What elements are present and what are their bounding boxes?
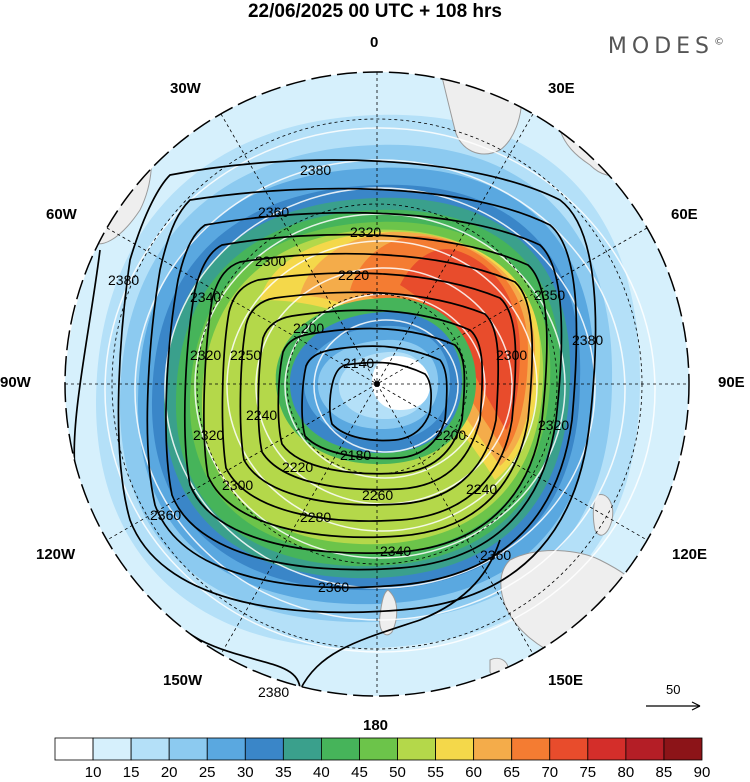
contour-labels: 2380 2360 2320 2300 2220 2200 2140 2250 … <box>108 162 603 700</box>
contour-label: 2220 <box>338 267 369 283</box>
colorbar-swatch <box>625 737 665 761</box>
colorbar-swatch <box>282 737 322 761</box>
lon-label-30e: 30E <box>548 80 575 97</box>
contour-label: 2340 <box>380 543 411 559</box>
colorbar-tick-label: 70 <box>541 764 559 781</box>
colorbar-tick-label: 85 <box>655 764 673 781</box>
contour-label: 2250 <box>230 347 261 363</box>
colorbar-swatch <box>130 737 170 761</box>
contour-label: 2360 <box>258 204 289 220</box>
brand-text: MODES <box>607 34 714 59</box>
contour-label: 2260 <box>362 487 393 503</box>
contour-label: 2380 <box>300 162 331 178</box>
wind-streamlines <box>104 127 656 653</box>
colorbar-tick-label: 30 <box>236 764 254 781</box>
copyright-mark: © <box>714 36 724 48</box>
contour-label: 2360 <box>480 547 511 563</box>
contour-label: 2360 <box>318 579 349 595</box>
lon-label-120e: 120E <box>672 546 708 563</box>
contour-label: 2240 <box>466 481 497 497</box>
contour-label: 2380 <box>258 684 289 700</box>
contour-label: 2340 <box>190 289 221 305</box>
contour-label: 2200 <box>435 427 466 443</box>
colorbar-tick-label: 10 <box>84 764 102 781</box>
lon-label-180: 180 <box>363 717 389 734</box>
lon-label-150w: 150W <box>163 672 203 689</box>
contour-label: 2140 <box>343 355 374 371</box>
colorbar-tick-label: 60 <box>465 764 482 781</box>
colorbar-swatch <box>168 737 208 761</box>
reference-vector-arrowhead <box>691 701 701 711</box>
colorbar-swatch <box>511 737 551 761</box>
lon-label-90e: 90E <box>718 374 745 391</box>
colorbar-tick-label: 15 <box>122 764 140 781</box>
lon-label-90w: 90W <box>0 374 31 391</box>
colorbar-swatch <box>587 737 627 761</box>
contour-label: 2200 <box>293 320 324 336</box>
filled-speed-bands <box>65 72 689 696</box>
reference-vector: 50 <box>646 682 701 711</box>
contour-label: 2320 <box>193 427 224 443</box>
lon-label-0: 0 <box>370 34 379 51</box>
lon-label-30w: 30W <box>170 80 201 97</box>
contour-label: 2380 <box>108 272 139 288</box>
lon-label-120w: 120W <box>36 546 76 563</box>
reference-vector-label: 50 <box>666 682 680 697</box>
map-title: 22/06/2025 00 UTC + 108 hrs <box>247 1 503 22</box>
colorbar-swatch <box>244 737 284 761</box>
contour-label: 2320 <box>350 224 381 240</box>
contour-label: 2240 <box>246 407 277 423</box>
colorbar-tick-label: 50 <box>389 764 406 781</box>
height-contours <box>73 159 597 691</box>
colorbar-tick-label: 80 <box>617 764 635 781</box>
colorbar-swatch <box>473 737 513 761</box>
contour-label: 2300 <box>496 347 527 363</box>
contour-label: 2300 <box>222 477 253 493</box>
colorbar-swatch <box>549 737 589 761</box>
colorbar-tick-label: 65 <box>503 764 521 781</box>
colorbar-tick-label: 20 <box>160 764 178 781</box>
colorbar-tick-label: 40 <box>313 764 330 781</box>
contour-label: 2380 <box>572 332 603 348</box>
contour-label: 2220 <box>282 459 313 475</box>
colorbar <box>54 737 703 761</box>
colorbar-swatch <box>206 737 246 761</box>
colorbar-swatch <box>663 737 703 761</box>
colorbar-tick-label: 35 <box>275 764 292 781</box>
contour-label: 2180 <box>340 447 371 463</box>
colorbar-swatch <box>92 737 132 761</box>
colorbar-tick-label: 45 <box>351 764 368 781</box>
brand-logo: MODES© <box>608 34 724 59</box>
colorbar-tick-label: 90 <box>693 764 711 781</box>
contour-label: 2300 <box>255 253 286 269</box>
lon-label-150e: 150E <box>548 672 584 689</box>
colorbar-tick-label: 25 <box>198 764 216 781</box>
colorbar-tick-label: 55 <box>427 764 444 781</box>
colorbar-swatch <box>54 737 94 761</box>
contour-label: 2360 <box>150 507 181 523</box>
colorbar-swatch <box>321 737 360 761</box>
lon-label-60e: 60E <box>671 206 698 223</box>
contour-label: 2350 <box>534 287 565 303</box>
lon-label-60w: 60W <box>46 206 77 223</box>
contour-label: 2320 <box>190 347 221 363</box>
contour-label: 2320 <box>538 417 569 433</box>
contour-label: 2280 <box>300 509 331 525</box>
colorbar-swatch <box>359 737 398 761</box>
pole-marker <box>374 381 380 387</box>
colorbar-tick-label: 75 <box>579 764 597 781</box>
colorbar-swatch <box>397 737 436 761</box>
colorbar-swatch <box>435 737 475 761</box>
map-boundary <box>64 71 690 697</box>
